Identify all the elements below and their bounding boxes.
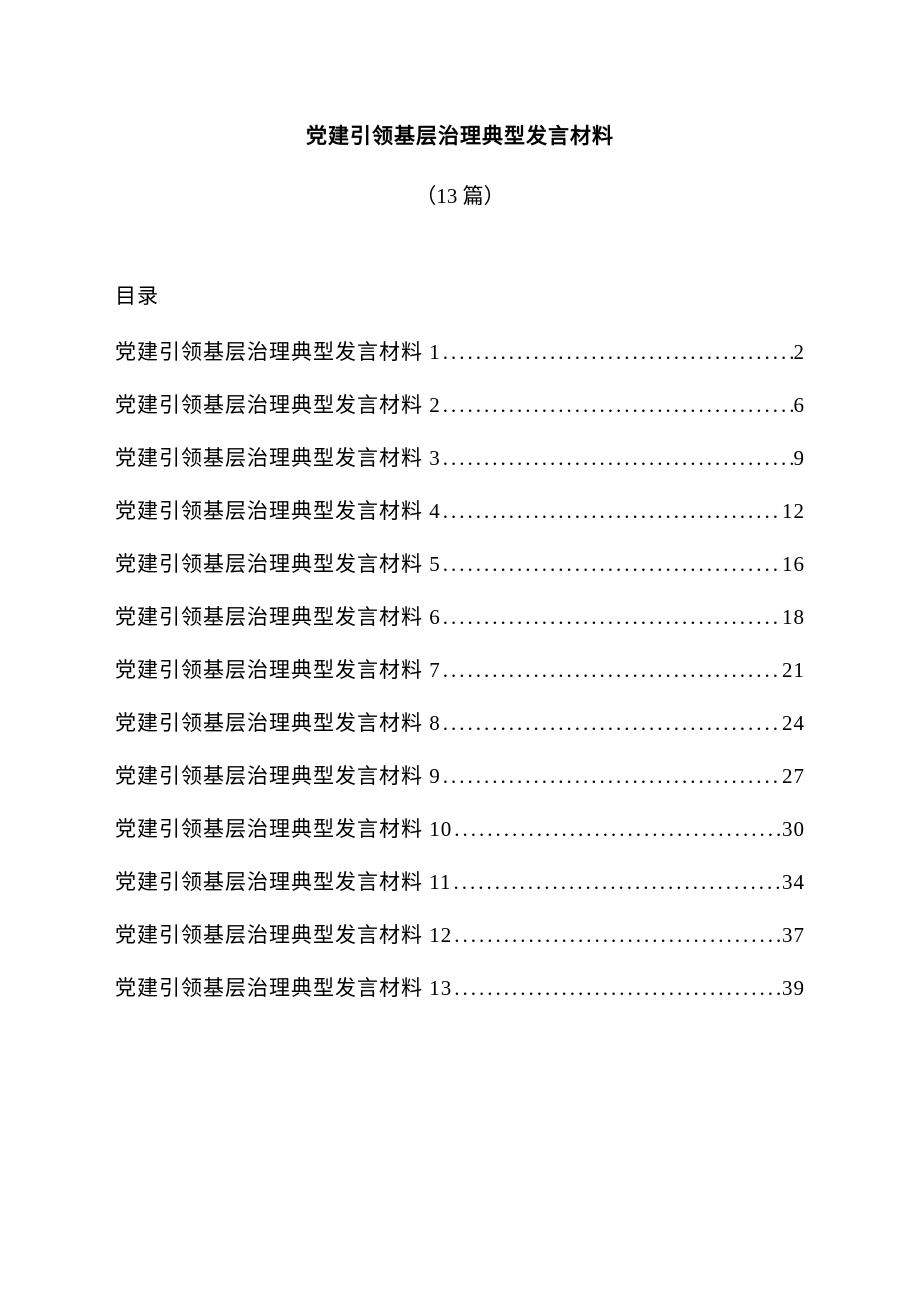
toc-leader: [441, 607, 782, 628]
toc-item-page: 39: [782, 978, 805, 999]
toc-leader: [441, 501, 782, 522]
toc-item-page: 12: [782, 501, 805, 522]
toc-item-page: 21: [782, 660, 805, 681]
toc-item: 党建引领基层治理典型发言材料 3 9: [115, 448, 805, 469]
toc-item: 党建引领基层治理典型发言材料 6 18: [115, 607, 805, 628]
toc-item-label: 党建引领基层治理典型发言材料 12: [115, 925, 452, 946]
toc-item-label: 党建引领基层治理典型发言材料 5: [115, 554, 441, 575]
toc-leader: [452, 978, 782, 999]
toc-item-label: 党建引领基层治理典型发言材料 4: [115, 501, 441, 522]
toc-item-page: 24: [782, 713, 805, 734]
toc-list: 党建引领基层治理典型发言材料 1 2 党建引领基层治理典型发言材料 2 6 党建…: [115, 342, 805, 999]
toc-item: 党建引领基层治理典型发言材料 10 30: [115, 819, 805, 840]
toc-item: 党建引领基层治理典型发言材料 7 21: [115, 660, 805, 681]
toc-leader: [441, 448, 794, 469]
document-title: 党建引领基层治理典型发言材料: [115, 120, 805, 150]
toc-item-page: 9: [794, 448, 806, 469]
toc-item-label: 党建引领基层治理典型发言材料 7: [115, 660, 441, 681]
toc-item-page: 2: [794, 342, 806, 363]
toc-item-label: 党建引领基层治理典型发言材料 3: [115, 448, 441, 469]
toc-leader: [441, 342, 794, 363]
toc-item-page: 16: [782, 554, 805, 575]
toc-leader: [441, 766, 782, 787]
toc-item-page: 37: [782, 925, 805, 946]
toc-leader: [451, 872, 782, 893]
toc-item-page: 18: [782, 607, 805, 628]
toc-item: 党建引领基层治理典型发言材料 9 27: [115, 766, 805, 787]
toc-leader: [441, 554, 782, 575]
toc-item: 党建引领基层治理典型发言材料 8 24: [115, 713, 805, 734]
toc-item-label: 党建引领基层治理典型发言材料 1: [115, 342, 441, 363]
toc-leader: [441, 660, 782, 681]
toc-item-page: 30: [782, 819, 805, 840]
toc-item: 党建引领基层治理典型发言材料 1 2: [115, 342, 805, 363]
toc-item: 党建引领基层治理典型发言材料 2 6: [115, 395, 805, 416]
toc-item-label: 党建引领基层治理典型发言材料 11: [115, 872, 451, 893]
toc-item-label: 党建引领基层治理典型发言材料 6: [115, 607, 441, 628]
document-subtitle: （13 篇）: [115, 180, 805, 210]
toc-item-page: 34: [782, 872, 805, 893]
toc-item: 党建引领基层治理典型发言材料 5 16: [115, 554, 805, 575]
toc-item-label: 党建引领基层治理典型发言材料 2: [115, 395, 441, 416]
toc-item-label: 党建引领基层治理典型发言材料 9: [115, 766, 441, 787]
toc-item-label: 党建引领基层治理典型发言材料 8: [115, 713, 441, 734]
toc-leader: [452, 819, 782, 840]
document-page: 党建引领基层治理典型发言材料 （13 篇） 目录 党建引领基层治理典型发言材料 …: [0, 0, 920, 1301]
toc-leader: [441, 713, 782, 734]
toc-item: 党建引领基层治理典型发言材料 12 37: [115, 925, 805, 946]
toc-heading: 目录: [115, 280, 805, 310]
toc-leader: [441, 395, 794, 416]
toc-item: 党建引领基层治理典型发言材料 11 34: [115, 872, 805, 893]
toc-item-label: 党建引领基层治理典型发言材料 13: [115, 978, 452, 999]
toc-item-page: 27: [782, 766, 805, 787]
toc-item-page: 6: [794, 395, 806, 416]
toc-item: 党建引领基层治理典型发言材料 4 12: [115, 501, 805, 522]
toc-item: 党建引领基层治理典型发言材料 13 39: [115, 978, 805, 999]
toc-leader: [452, 925, 782, 946]
toc-item-label: 党建引领基层治理典型发言材料 10: [115, 819, 452, 840]
